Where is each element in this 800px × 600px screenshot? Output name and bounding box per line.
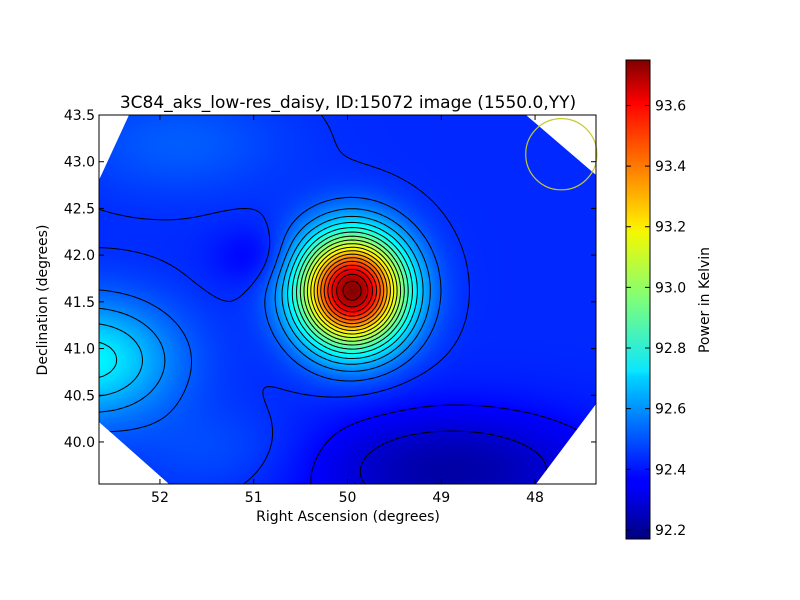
y-tick-label: 41.5 (64, 295, 95, 311)
colorbar-tick-label: 93.6 (655, 98, 686, 114)
colorbar-label: Power in Kelvin (697, 247, 713, 353)
y-tick-label: 43.5 (64, 108, 95, 124)
colorbar-tick-label: 92.6 (655, 402, 686, 418)
contour-level-5 (99, 215, 424, 397)
y-axis-label: Declination (degrees) (35, 225, 51, 376)
contour-level-14 (316, 253, 388, 328)
x-tick-label: 50 (339, 490, 357, 506)
contour-level-4 (99, 208, 431, 413)
colorbar-tick-label: 93.0 (655, 280, 686, 296)
x-tick-label: 49 (432, 490, 450, 506)
x-axis-label: Right Ascension (degrees) (256, 509, 440, 525)
contour-level-16 (323, 260, 381, 321)
y-tick-label: 40.5 (64, 388, 95, 404)
contour-level-11 (306, 243, 398, 339)
y-tick-label: 41.0 (64, 342, 95, 358)
colorbar-tick-label: 92.8 (655, 341, 686, 357)
y-tick-label: 40.0 (64, 435, 95, 451)
contour-level-6 (99, 221, 418, 378)
chart-title: 3C84_aks_low-res_daisy, ID:15072 image (… (120, 93, 576, 113)
contour-level-12 (310, 246, 395, 335)
contour-level-9 (299, 235, 405, 346)
beam-circle (525, 118, 598, 191)
contour-level-13 (313, 250, 391, 331)
contour-level-10 (303, 239, 402, 342)
x-tick-label: 51 (245, 490, 263, 506)
y-axis-ticks: 40.0 40.5 41.0 41.5 42.0 42.5 43.0 43.5 (64, 108, 596, 451)
colorbar (625, 59, 651, 540)
contour-level-19 (336, 273, 369, 308)
contour-lines (99, 115, 596, 484)
x-tick-label: 48 (526, 490, 544, 506)
contour-level-3 (99, 196, 442, 433)
contour-level-8 (296, 231, 409, 350)
colorbar-tick-label: 93.4 (655, 159, 686, 175)
contour-level-18 (331, 268, 373, 313)
x-axis-ticks: 52 51 50 49 48 (151, 115, 544, 506)
contour-level-7 (291, 227, 413, 355)
colorbar-tick-label: 93.2 (655, 220, 686, 236)
contour-level-0 (359, 430, 547, 484)
colorbar-tick-label: 92.4 (655, 462, 686, 478)
x-tick-label: 52 (151, 490, 169, 506)
contour-level-20 (342, 280, 362, 301)
y-tick-label: 43.0 (64, 155, 95, 171)
contour-level-17 (327, 264, 378, 317)
colorbar-tick-label: 92.2 (655, 523, 686, 539)
heatmap-area (99, 115, 596, 484)
y-tick-label: 42.5 (64, 201, 95, 217)
y-tick-label: 42.0 (64, 248, 95, 264)
colorbar-ticks: 92.2 92.4 92.6 92.8 93.0 93.2 93.4 93.6 (626, 98, 686, 539)
contour-level-2 (99, 115, 470, 484)
contour-level-15 (320, 257, 385, 325)
